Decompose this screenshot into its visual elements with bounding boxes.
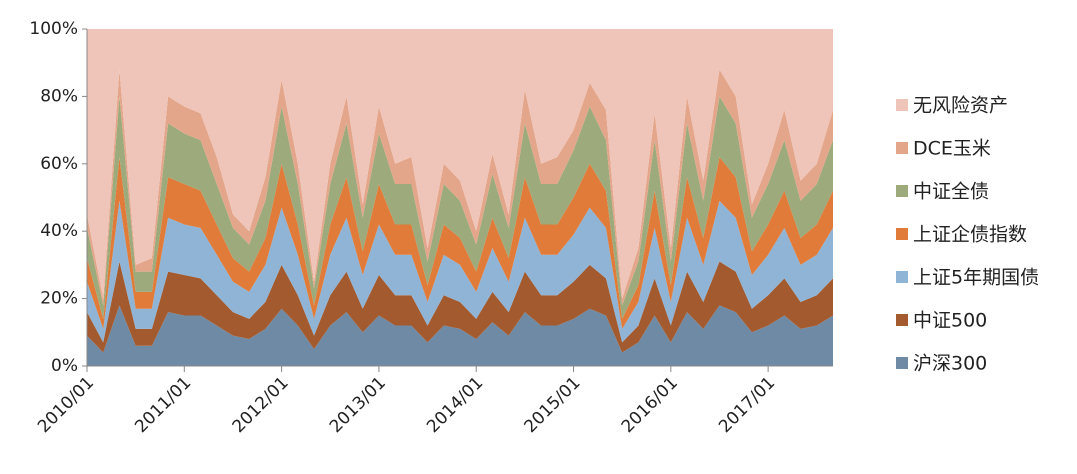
legend-label: 中证全债 (913, 181, 989, 203)
x-tick-label: 2015/01 (521, 373, 585, 437)
y-tick-label: 0% (51, 356, 78, 376)
x-tick-label: 2010/01 (34, 373, 98, 437)
legend-swatch (896, 228, 908, 240)
area (87, 157, 833, 329)
y-tick-label: 40% (40, 221, 78, 241)
x-tick-label: 2014/01 (423, 373, 487, 437)
area (87, 29, 833, 299)
x-tick-label: 2016/01 (618, 373, 682, 437)
x-tick-label: 2013/01 (326, 373, 390, 437)
legend-label: 无风险资产 (913, 95, 1008, 117)
legend-label: 上证企债指数 (913, 224, 1027, 246)
y-tick-label: 100% (29, 19, 78, 39)
legend-label: DCE玉米 (913, 138, 991, 160)
legend-label: 沪深300 (913, 353, 987, 375)
legend-swatch (896, 99, 908, 111)
x-tick-label: 2012/01 (229, 373, 293, 437)
legend-swatch (896, 357, 908, 369)
legend-label: 上证5年期国债 (913, 267, 1039, 289)
legend-swatch (896, 142, 908, 154)
area (87, 200, 833, 343)
area (87, 69, 833, 306)
area (87, 305, 833, 366)
legend-swatch (896, 271, 908, 283)
area (87, 261, 833, 353)
area (87, 96, 833, 319)
plot-area: 0% 20% 40% 60% 80% 100% 2010/01 2011/01 2012/01 2… (29, 19, 833, 437)
x-tick-label: 2011/01 (131, 373, 195, 437)
legend-swatch (896, 185, 908, 197)
x-tick-label: 2017/01 (715, 373, 779, 437)
y-tick-label: 80% (40, 86, 78, 106)
y-tick-label: 60% (40, 154, 78, 174)
y-tick-label: 20% (40, 289, 78, 309)
legend-swatch (896, 314, 908, 326)
legend-label: 中证500 (913, 310, 987, 332)
